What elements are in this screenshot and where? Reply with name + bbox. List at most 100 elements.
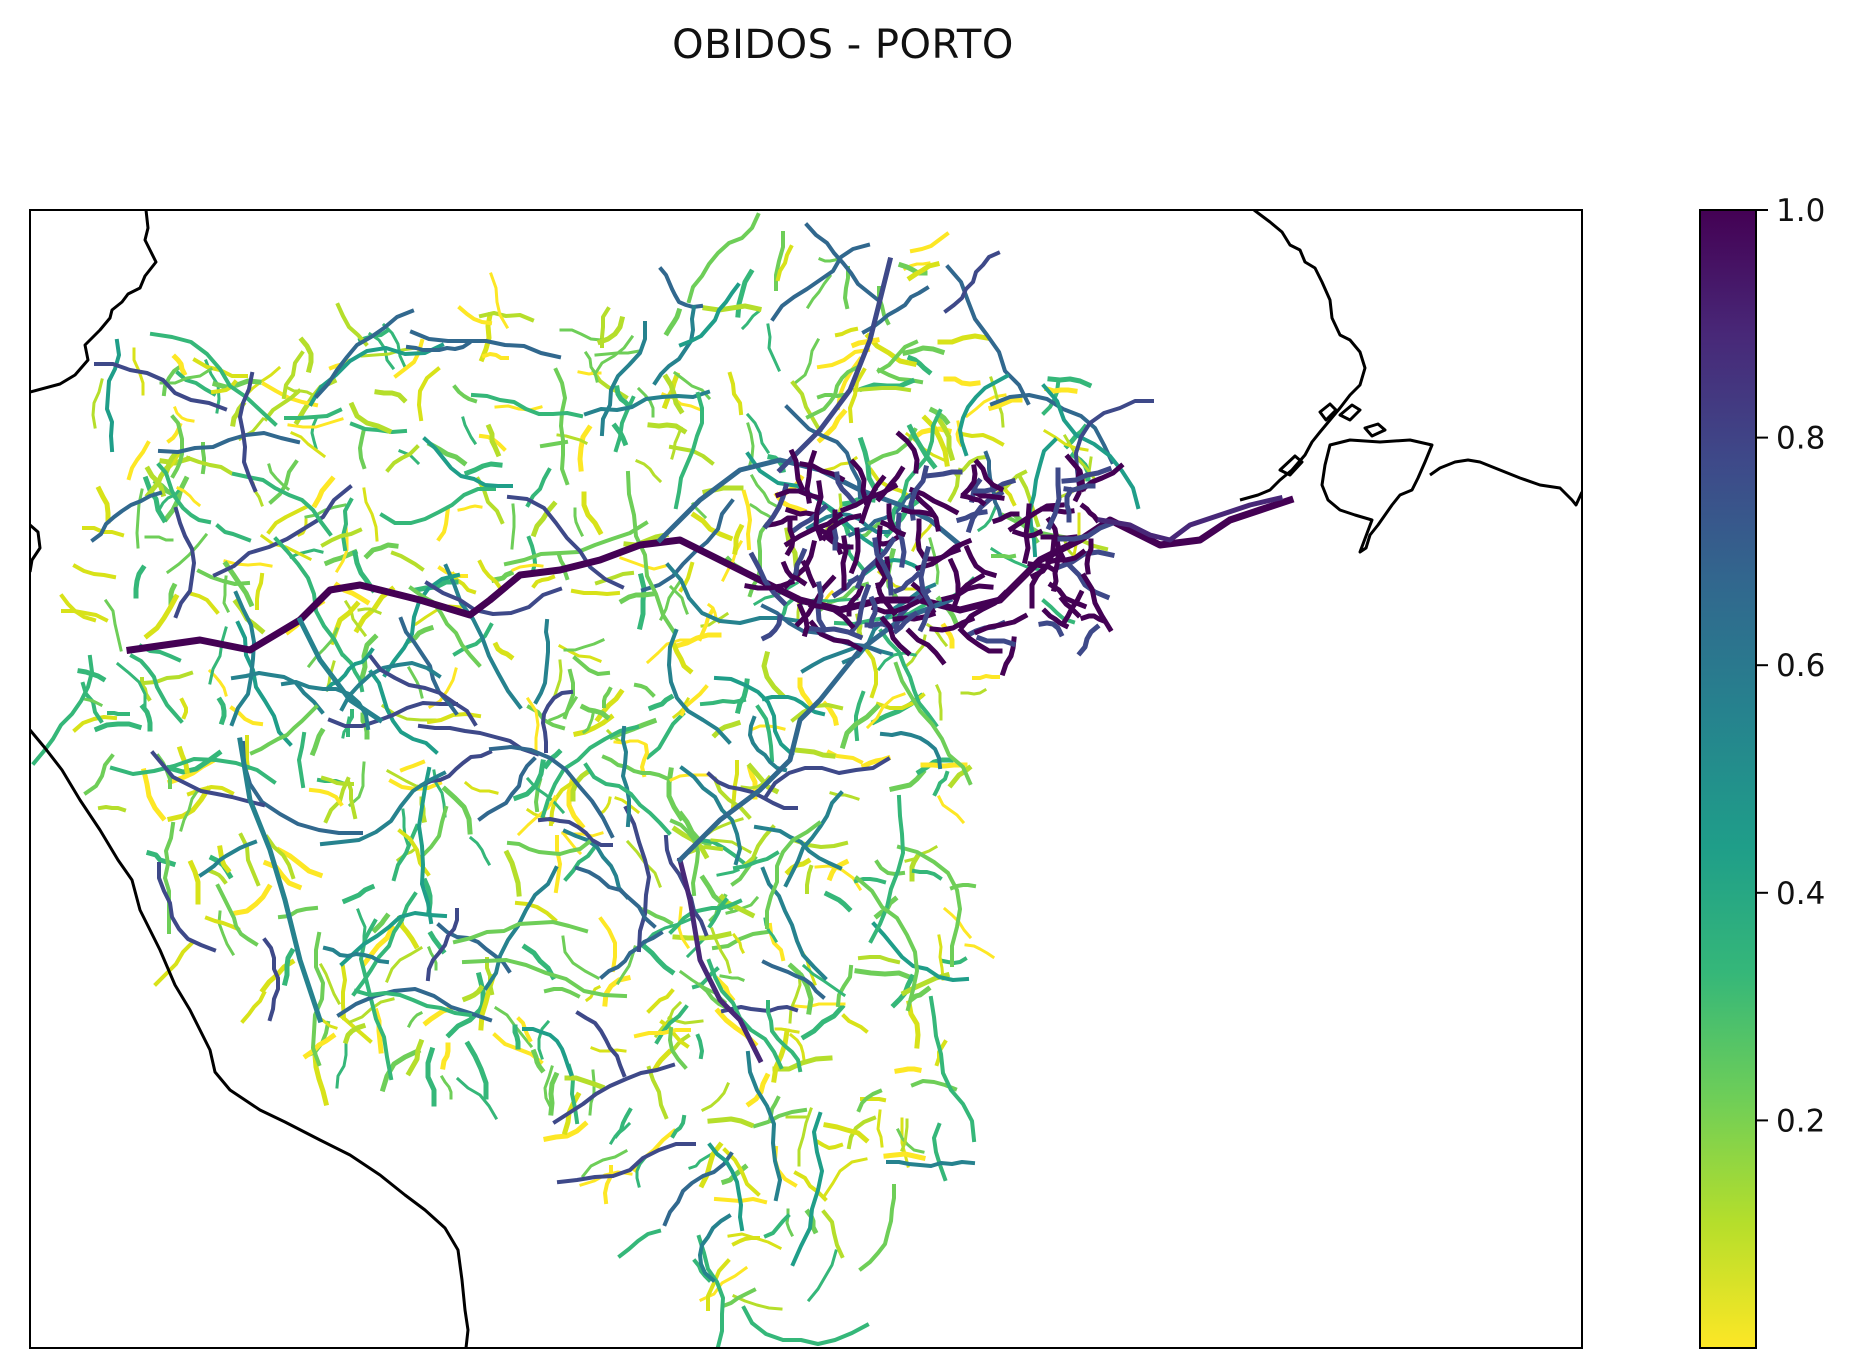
river-tributary — [747, 522, 769, 598]
river-tributary — [935, 684, 943, 721]
river-tributary — [698, 1141, 724, 1189]
river-tributary — [772, 1055, 833, 1072]
colorbar-ticks: 1.0 0.8 0.6 0.4 0.2 — [1756, 193, 1825, 1139]
river-tributary — [463, 461, 503, 477]
river-tributary — [93, 721, 143, 733]
river-tributary — [422, 436, 513, 488]
river-main-channel — [910, 490, 941, 532]
river-tributary — [506, 839, 592, 856]
river-tributary — [347, 761, 366, 808]
river-tributary — [572, 655, 611, 676]
river-tributary — [144, 535, 174, 542]
river-tributary — [564, 1075, 606, 1091]
river-tributary — [688, 1152, 713, 1170]
river-main-channel — [789, 503, 829, 535]
river-tributary — [483, 865, 559, 991]
river-tributary — [372, 1007, 384, 1054]
river-tributary — [722, 1147, 761, 1197]
river-main-channel — [917, 602, 936, 633]
river-main-channel — [748, 551, 788, 607]
river-tributary — [357, 607, 382, 615]
river-tributary — [847, 490, 916, 538]
river-tributary — [263, 388, 302, 422]
river-tributary — [477, 559, 504, 592]
river-tributary — [783, 790, 844, 888]
river-tributary — [770, 242, 871, 322]
river-tributary — [385, 945, 424, 983]
river-tributary — [678, 282, 741, 348]
river-tributary — [163, 821, 176, 934]
river-main-channel — [126, 495, 1295, 654]
river-tributary — [867, 427, 918, 466]
river-tributary — [646, 1065, 669, 1120]
river-tributary — [793, 1170, 828, 1202]
river-main-channel — [963, 544, 998, 579]
river-main-channel — [831, 525, 839, 551]
river-tributary — [679, 765, 742, 866]
river-tributary — [646, 988, 675, 1014]
river-main-channel — [760, 614, 783, 642]
river-tributary — [157, 431, 301, 454]
colorbar-tick-label: 0.4 — [1776, 876, 1825, 912]
river-tributary — [61, 609, 109, 623]
river-tributary — [894, 1066, 922, 1074]
river-tributary — [381, 322, 407, 369]
river-main-channel — [940, 583, 994, 603]
river-tributary — [741, 824, 776, 869]
river-tributary — [588, 1069, 596, 1116]
river-tributary — [284, 407, 343, 420]
river-tributary — [82, 697, 104, 708]
river-tributary — [753, 824, 843, 871]
river-tributary — [692, 1258, 712, 1283]
river-tributary — [818, 256, 842, 263]
river-tributary — [401, 808, 410, 847]
river-tributary — [417, 766, 434, 925]
river-tributary — [698, 1213, 732, 1283]
river-tributary — [895, 1127, 925, 1154]
river-main-channel — [1064, 453, 1086, 492]
river-tributary — [450, 571, 477, 595]
coastline-northeast — [1429, 458, 1582, 507]
river-tributary — [240, 990, 267, 1024]
river-tributary — [281, 350, 305, 400]
river-tributary — [732, 523, 745, 555]
coastline-islet-3 — [1318, 402, 1338, 422]
river-tributary — [310, 417, 318, 450]
river-tributary — [673, 391, 704, 510]
river-tributary — [636, 386, 655, 418]
river-main-channel — [1045, 467, 1062, 531]
river-tributary — [168, 582, 178, 606]
river-tributary — [59, 593, 97, 623]
river-tributary — [107, 711, 130, 716]
river-tributary — [385, 444, 420, 473]
river-tributary — [358, 633, 379, 682]
river-tributary — [156, 462, 212, 525]
river-tributary — [103, 598, 123, 652]
river-tributary — [763, 1213, 791, 1239]
river-tributary — [328, 600, 361, 646]
river-tributary — [346, 709, 354, 737]
river-main-channel — [796, 602, 810, 638]
river-tributary — [165, 532, 209, 575]
river-tributary — [719, 974, 745, 982]
river-tributary — [883, 1151, 926, 1161]
river-main-channel — [1080, 572, 1114, 633]
river-tributary — [353, 988, 473, 1018]
river-tributary — [668, 1026, 688, 1070]
river-tributary — [804, 222, 881, 303]
river-tributary — [537, 1019, 551, 1060]
river-tributary — [514, 900, 558, 923]
river-tributary — [216, 696, 227, 726]
colorbar: 1.0 0.8 0.6 0.4 0.2 — [1699, 193, 1825, 1349]
river-tributary — [223, 559, 273, 568]
river-tributary — [457, 305, 493, 326]
river-tributary — [548, 695, 579, 722]
river-tributary — [573, 713, 615, 737]
river-tributary — [463, 780, 499, 795]
river-tributary — [336, 987, 493, 1023]
river-main-channel — [973, 458, 1005, 493]
river-tributary — [854, 875, 919, 1012]
river-tributary — [475, 971, 486, 1011]
river-tributary — [390, 550, 425, 572]
river-tributary — [443, 563, 523, 710]
